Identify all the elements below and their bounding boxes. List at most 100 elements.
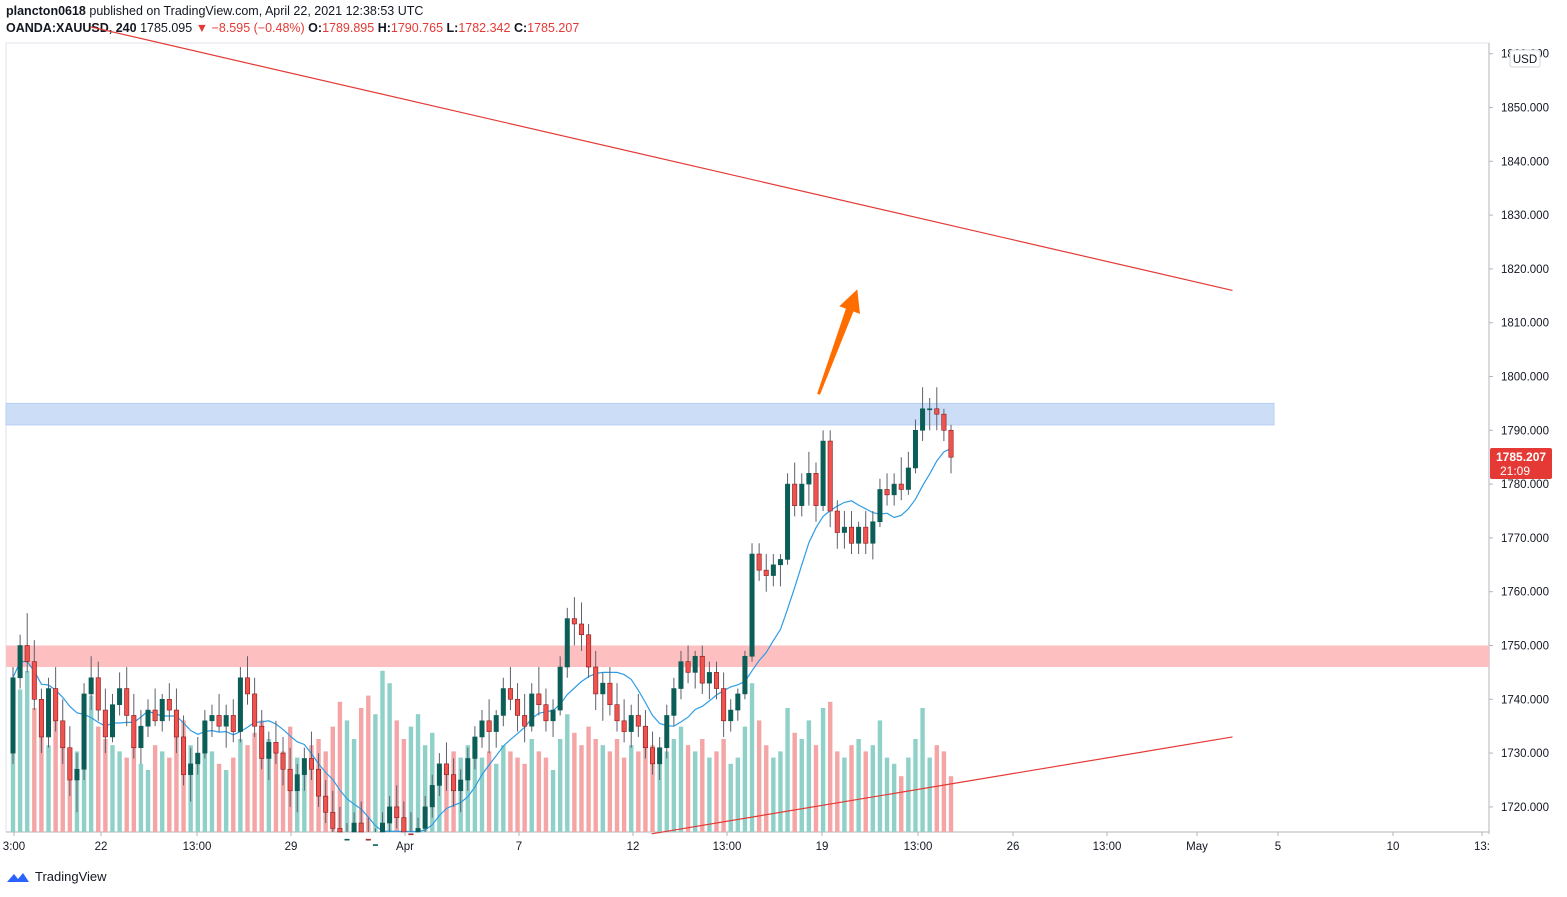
time-tick-label: 13:00 bbox=[1093, 841, 1122, 853]
price-tick-label: 1720.000 bbox=[1501, 802, 1549, 814]
candle bbox=[912, 419, 918, 474]
candle-body bbox=[614, 704, 620, 722]
footer: TradingView bbox=[6, 869, 107, 884]
descending-trendline bbox=[90, 26, 1233, 292]
candle-body bbox=[358, 822, 364, 833]
candle bbox=[756, 543, 762, 581]
candle bbox=[216, 693, 222, 732]
candle-body bbox=[124, 688, 130, 716]
candle bbox=[244, 656, 251, 705]
support-zone bbox=[6, 645, 1489, 668]
candle bbox=[792, 462, 798, 517]
candle bbox=[486, 699, 492, 754]
volume-bar bbox=[927, 757, 932, 832]
volume-bar bbox=[749, 683, 755, 832]
candle-body bbox=[834, 510, 840, 533]
volume-bar bbox=[692, 751, 698, 832]
candle-body bbox=[308, 758, 314, 770]
candle bbox=[145, 699, 151, 737]
candle-body bbox=[721, 688, 727, 722]
candle bbox=[884, 473, 890, 506]
ascending-trendline bbox=[651, 736, 1233, 835]
volume-bar bbox=[515, 757, 520, 832]
candle bbox=[671, 677, 677, 727]
volume-bar bbox=[536, 751, 542, 832]
candle bbox=[394, 785, 400, 829]
volume-bar bbox=[629, 745, 634, 832]
candle-body bbox=[244, 677, 251, 695]
volume-bar bbox=[685, 745, 691, 832]
candle bbox=[436, 753, 442, 797]
candle-body bbox=[891, 483, 897, 496]
currency-badge-box bbox=[1509, 49, 1541, 68]
price-axis[interactable]: 1860.0001850.0001840.0001830.0001820.000… bbox=[1489, 49, 1552, 814]
candle-body bbox=[571, 618, 577, 625]
volume-bar bbox=[813, 745, 819, 832]
candle bbox=[159, 693, 165, 732]
candle bbox=[252, 677, 258, 737]
low-value: 1782.342 bbox=[458, 21, 511, 35]
candle-body bbox=[351, 822, 357, 833]
candle-body bbox=[849, 526, 855, 544]
candle bbox=[188, 747, 194, 802]
candle-body bbox=[920, 408, 926, 431]
candle bbox=[515, 683, 521, 732]
candle bbox=[685, 645, 691, 684]
candle-body bbox=[380, 822, 386, 833]
volume-bar bbox=[600, 745, 606, 832]
candle-body bbox=[195, 752, 201, 765]
candle-body bbox=[678, 661, 684, 689]
candle-body bbox=[24, 645, 30, 662]
candle bbox=[522, 693, 528, 743]
volume-bar bbox=[273, 745, 279, 832]
candle-body bbox=[181, 736, 187, 775]
candle bbox=[46, 677, 52, 748]
volume-bar bbox=[877, 720, 883, 832]
candles-layer bbox=[10, 387, 954, 846]
candle bbox=[699, 645, 705, 694]
currency-label: USD bbox=[1513, 54, 1537, 66]
candle-body bbox=[223, 715, 229, 727]
candle-body bbox=[152, 709, 158, 722]
volume-bar bbox=[39, 723, 44, 832]
candle bbox=[365, 817, 371, 841]
time-tick-label: 13:00 bbox=[183, 841, 212, 853]
candle-body bbox=[436, 763, 442, 786]
candle-body bbox=[372, 844, 378, 846]
volume-bar bbox=[103, 739, 108, 832]
volume-bar bbox=[46, 745, 51, 832]
time-axis[interactable]: 3:00 22 13:00 29 Apr 7 12 13:00 19 13:00 26 13:00 Ma… bbox=[3, 832, 1490, 853]
volume-bar bbox=[650, 745, 655, 832]
candle bbox=[564, 607, 570, 678]
candle bbox=[571, 597, 577, 646]
candle bbox=[280, 736, 286, 786]
volume-bar bbox=[557, 739, 563, 832]
candle bbox=[849, 511, 855, 555]
candle-body bbox=[95, 677, 101, 711]
volume-bar bbox=[501, 745, 506, 832]
volume-bar bbox=[17, 689, 23, 832]
candle bbox=[678, 650, 684, 700]
candle-body bbox=[756, 553, 762, 571]
volume-bar bbox=[778, 751, 783, 832]
volume-bar bbox=[160, 751, 165, 832]
last-price-value: 1785.095 bbox=[140, 21, 193, 35]
brand-name[interactable]: TradingView bbox=[35, 869, 107, 884]
candle bbox=[294, 763, 300, 813]
orange-arrow bbox=[817, 289, 860, 395]
candle-body bbox=[415, 828, 421, 833]
candle-body bbox=[237, 677, 243, 732]
candle bbox=[152, 688, 158, 727]
price-tick-label: 1750.000 bbox=[1501, 641, 1549, 653]
volume-bar bbox=[152, 745, 158, 832]
author-name[interactable]: plancton0618 bbox=[6, 4, 86, 18]
down-triangle-icon: ▼ bbox=[195, 21, 209, 35]
publish-info: published on TradingView.com, April 22, … bbox=[89, 4, 424, 18]
candle-body bbox=[806, 473, 812, 485]
time-tick-label: Apr bbox=[396, 841, 414, 853]
volume-bar bbox=[529, 739, 534, 832]
volume-bar bbox=[309, 745, 314, 832]
candle-body bbox=[749, 553, 755, 657]
candle-body bbox=[109, 704, 115, 738]
